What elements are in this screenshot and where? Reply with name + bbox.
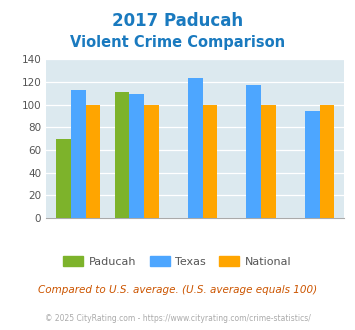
Bar (305, 112, 320, 218)
Legend: Paducah, Texas, National: Paducah, Texas, National (59, 251, 296, 271)
Bar (320, 105, 334, 218)
Text: 2017 Paducah: 2017 Paducah (112, 12, 243, 30)
Bar (71, 90, 86, 218)
Bar (115, 92, 130, 218)
Bar (144, 105, 159, 218)
Text: Violent Crime Comparison: Violent Crime Comparison (70, 35, 285, 50)
Bar (203, 105, 217, 218)
Bar (261, 105, 275, 218)
Text: © 2025 CityRating.com - https://www.cityrating.com/crime-statistics/: © 2025 CityRating.com - https://www.city… (45, 314, 310, 323)
Bar (56, 139, 71, 218)
Bar (246, 85, 261, 218)
Bar (130, 94, 144, 218)
Text: Compared to U.S. average. (U.S. average equals 100): Compared to U.S. average. (U.S. average … (38, 285, 317, 295)
Bar (188, 78, 203, 218)
Bar (86, 105, 100, 218)
